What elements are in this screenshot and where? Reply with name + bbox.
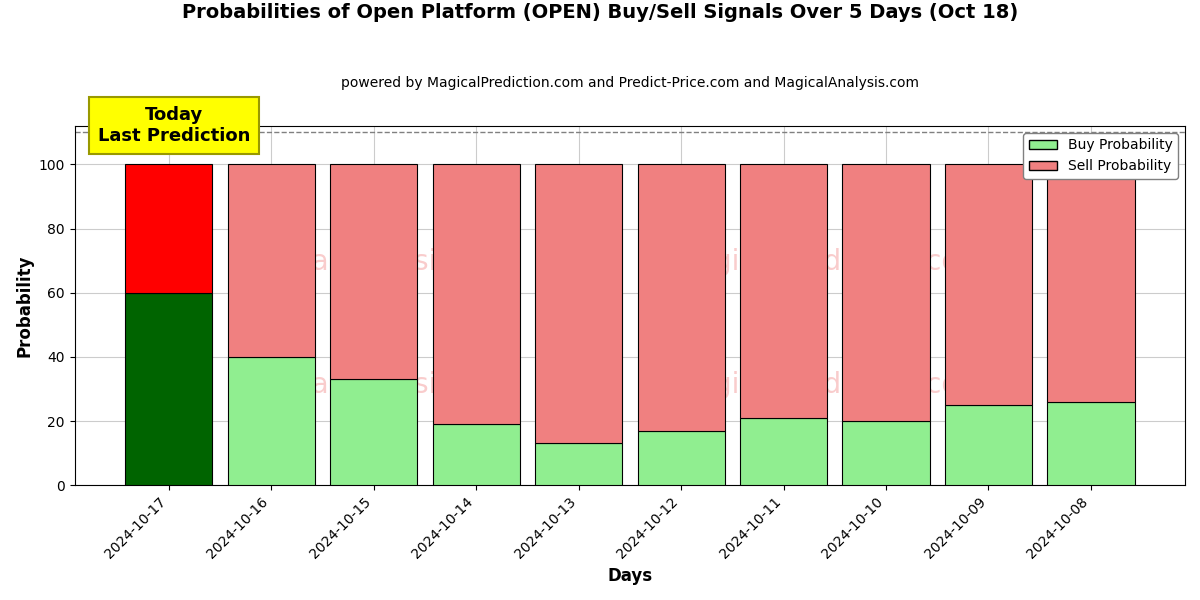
Bar (740, 418, 827, 485)
Text: MagicalAnalysis.com: MagicalAnalysis.com (230, 248, 518, 277)
Text: MagicalPrediction.com: MagicalPrediction.com (673, 371, 986, 398)
Bar (1048, 402, 1134, 485)
Bar (637, 164, 725, 431)
Bar (944, 405, 1032, 485)
Bar (330, 164, 418, 379)
Bar (228, 164, 314, 357)
Bar (432, 424, 520, 485)
Bar (330, 379, 418, 485)
Y-axis label: Probability: Probability (16, 254, 34, 357)
Bar (842, 164, 930, 421)
Bar (125, 164, 212, 293)
Bar (125, 293, 212, 485)
Text: MagicalPrediction.com: MagicalPrediction.com (673, 248, 986, 277)
Bar (535, 164, 622, 443)
Bar (637, 431, 725, 485)
Bar (535, 443, 622, 485)
Text: MagicalAnalysis.com: MagicalAnalysis.com (230, 371, 518, 398)
Text: Probabilities of Open Platform (OPEN) Buy/Sell Signals Over 5 Days (Oct 18): Probabilities of Open Platform (OPEN) Bu… (182, 3, 1018, 22)
Bar (432, 164, 520, 424)
Bar (740, 164, 827, 418)
Legend: Buy Probability, Sell Probability: Buy Probability, Sell Probability (1024, 133, 1178, 179)
Bar (1048, 164, 1134, 402)
Text: Today
Last Prediction: Today Last Prediction (97, 106, 250, 145)
Bar (944, 164, 1032, 405)
Title: powered by MagicalPrediction.com and Predict-Price.com and MagicalAnalysis.com: powered by MagicalPrediction.com and Pre… (341, 76, 919, 90)
Bar (228, 357, 314, 485)
Bar (842, 421, 930, 485)
X-axis label: Days: Days (607, 567, 653, 585)
